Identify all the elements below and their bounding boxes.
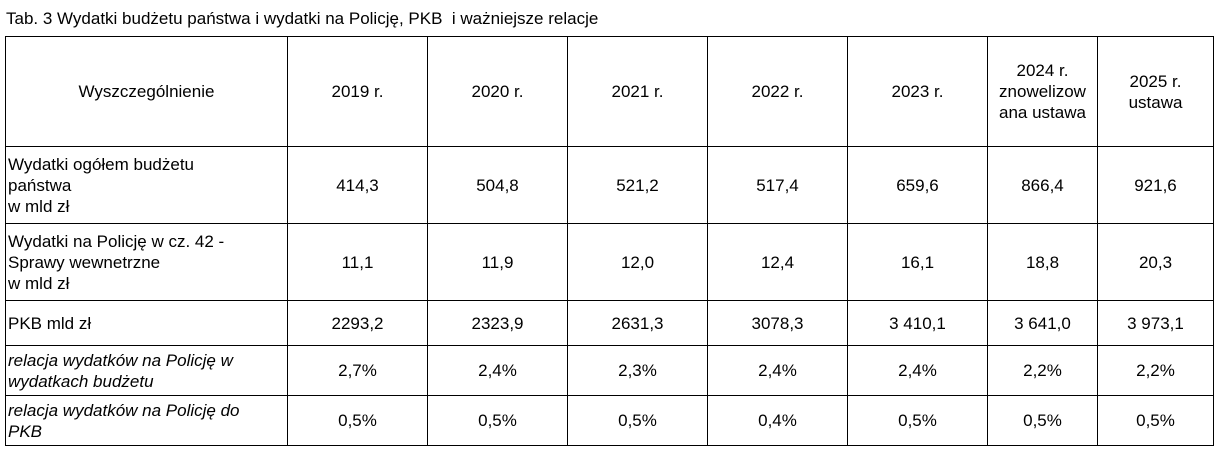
cell: 0,5% (287, 395, 428, 446)
table-row: relacja wydatków na Policję w wydatkach … (5, 345, 1214, 396)
cell: 0,5% (567, 395, 708, 446)
table-row: relacja wydatków na Policję do PKB 0,5% 0,… (5, 395, 1214, 446)
header-cell: 2019 r. (287, 36, 428, 147)
cell: 11,1 (287, 223, 428, 301)
header-cell: 2022 r. (707, 36, 848, 147)
header-cell: 2021 r. (567, 36, 708, 147)
cell: 659,6 (847, 146, 988, 224)
header-cell: Wyszczególnienie (5, 36, 288, 147)
cell: 2323,9 (427, 300, 568, 346)
cell: 414,3 (287, 146, 428, 224)
cell: 2,3% (567, 345, 708, 396)
row-label: relacja wydatków na Policję do PKB (5, 395, 288, 446)
table-row: Wydatki ogółem budżetu państwa w mld zł 4… (5, 146, 1214, 224)
cell: 2,4% (847, 345, 988, 396)
cell: 2,7% (287, 345, 428, 396)
row-label: relacja wydatków na Policję w wydatkach … (5, 345, 288, 396)
cell: 3 641,0 (987, 300, 1098, 346)
header-cell: 2025 r. ustawa (1097, 36, 1214, 147)
cell: 0,5% (847, 395, 988, 446)
row-label: PKB mld zł (5, 300, 288, 346)
cell: 517,4 (707, 146, 848, 224)
header-row: Wyszczególnienie 2019 r. 2020 r. 2021 r. 202… (5, 36, 1214, 147)
cell: 2,4% (707, 345, 848, 396)
cell: 3 973,1 (1097, 300, 1214, 346)
cell: 521,2 (567, 146, 708, 224)
caption: Tab. 3 Wydatki budżetu państwa i wydatki… (6, 9, 599, 28)
table: Wyszczególnienie 2019 r. 2020 r. 2021 r. 202… (5, 36, 1214, 446)
cell: 18,8 (987, 223, 1098, 301)
cell: 16,1 (847, 223, 988, 301)
cell: 12,4 (707, 223, 848, 301)
row-label: Wydatki ogółem budżetu państwa w mld zł (5, 146, 288, 224)
cell: 3 410,1 (847, 300, 988, 346)
cell: 0,5% (1097, 395, 1214, 446)
table-row: PKB mld zł 2293,2 2323,9 2631,3 3078,3 3 410,… (5, 300, 1214, 346)
cell: 921,6 (1097, 146, 1214, 224)
table-body: Wyszczególnienie 2019 r. 2020 r. 2021 r. 202… (5, 36, 1214, 446)
cell: 2,4% (427, 345, 568, 396)
cell: 3078,3 (707, 300, 848, 346)
cell: 2,2% (987, 345, 1098, 396)
cell: 2631,3 (567, 300, 708, 346)
header-cell: 2020 r. (427, 36, 568, 147)
table-row: Wydatki na Policję w cz. 42 - Sprawy wew… (5, 223, 1214, 301)
header-cell: 2023 r. (847, 36, 988, 147)
cell: 12,0 (567, 223, 708, 301)
cell: 2,2% (1097, 345, 1214, 396)
row-label: Wydatki na Policję w cz. 42 - Sprawy wew… (5, 223, 288, 301)
cell: 20,3 (1097, 223, 1214, 301)
cell: 504,8 (427, 146, 568, 224)
cell: 0,4% (707, 395, 848, 446)
cell: 0,5% (427, 395, 568, 446)
cell: 866,4 (987, 146, 1098, 224)
cell: 2293,2 (287, 300, 428, 346)
cell: 0,5% (987, 395, 1098, 446)
header-cell: 2024 r. znowelizow ana ustawa (987, 36, 1098, 147)
cell: 11,9 (427, 223, 568, 301)
